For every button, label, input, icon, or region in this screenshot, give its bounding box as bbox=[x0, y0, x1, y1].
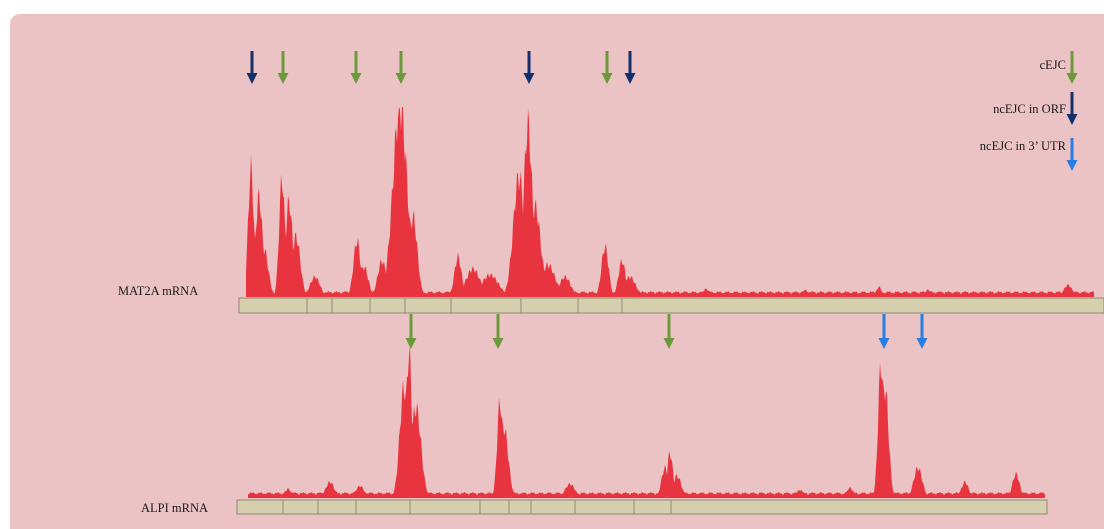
mat2a-arrow-3 bbox=[350, 51, 362, 84]
alpi-arrow-2 bbox=[492, 314, 504, 349]
track-label-mat2a: MAT2A mRNA bbox=[118, 284, 199, 298]
figure-canvas bbox=[236, 51, 1104, 515]
exon-bar-alpi bbox=[236, 499, 1048, 515]
mat2a-arrow-2 bbox=[277, 51, 289, 84]
legend-label-ncejc-utr: ncEJC in 3’ UTR bbox=[979, 139, 1066, 153]
exon-bar-mat2a bbox=[238, 297, 1104, 314]
legend-label-cejc: cEJC bbox=[1039, 58, 1066, 72]
alpi-arrow-5 bbox=[916, 314, 928, 349]
track-label-alpi: ALPI mRNA bbox=[141, 501, 209, 515]
legend-arrow-1 bbox=[1066, 51, 1078, 84]
alpi-arrow-3 bbox=[663, 314, 675, 349]
mat2a-arrow-7 bbox=[624, 51, 636, 84]
mat2a-arrow-6 bbox=[601, 51, 613, 84]
legend-entry-ncejc-orf: ncEJC in ORF bbox=[993, 102, 1066, 122]
legend-arrow-3 bbox=[1066, 138, 1078, 171]
mat2a-arrow-4 bbox=[395, 51, 407, 84]
legend-entry-ncejc-utr: ncEJC in 3’ UTR bbox=[980, 139, 1066, 159]
alpi-arrow-1 bbox=[405, 314, 417, 349]
figure-panel: MAT2A mRNA ALPI mRNA cEJC ncEJC in ORF n… bbox=[10, 14, 1104, 529]
legend-label-ncejc-orf: ncEJC in ORF bbox=[993, 102, 1066, 116]
legend-entry-cejc: cEJC bbox=[1040, 58, 1066, 78]
mat2a-arrow-5 bbox=[523, 51, 535, 84]
alpi-arrow-4 bbox=[878, 314, 890, 349]
mat2a-arrow-1 bbox=[246, 51, 258, 84]
coverage-mat2a bbox=[246, 107, 1094, 297]
legend-arrow-2 bbox=[1066, 92, 1078, 125]
coverage-alpi bbox=[248, 344, 1045, 498]
